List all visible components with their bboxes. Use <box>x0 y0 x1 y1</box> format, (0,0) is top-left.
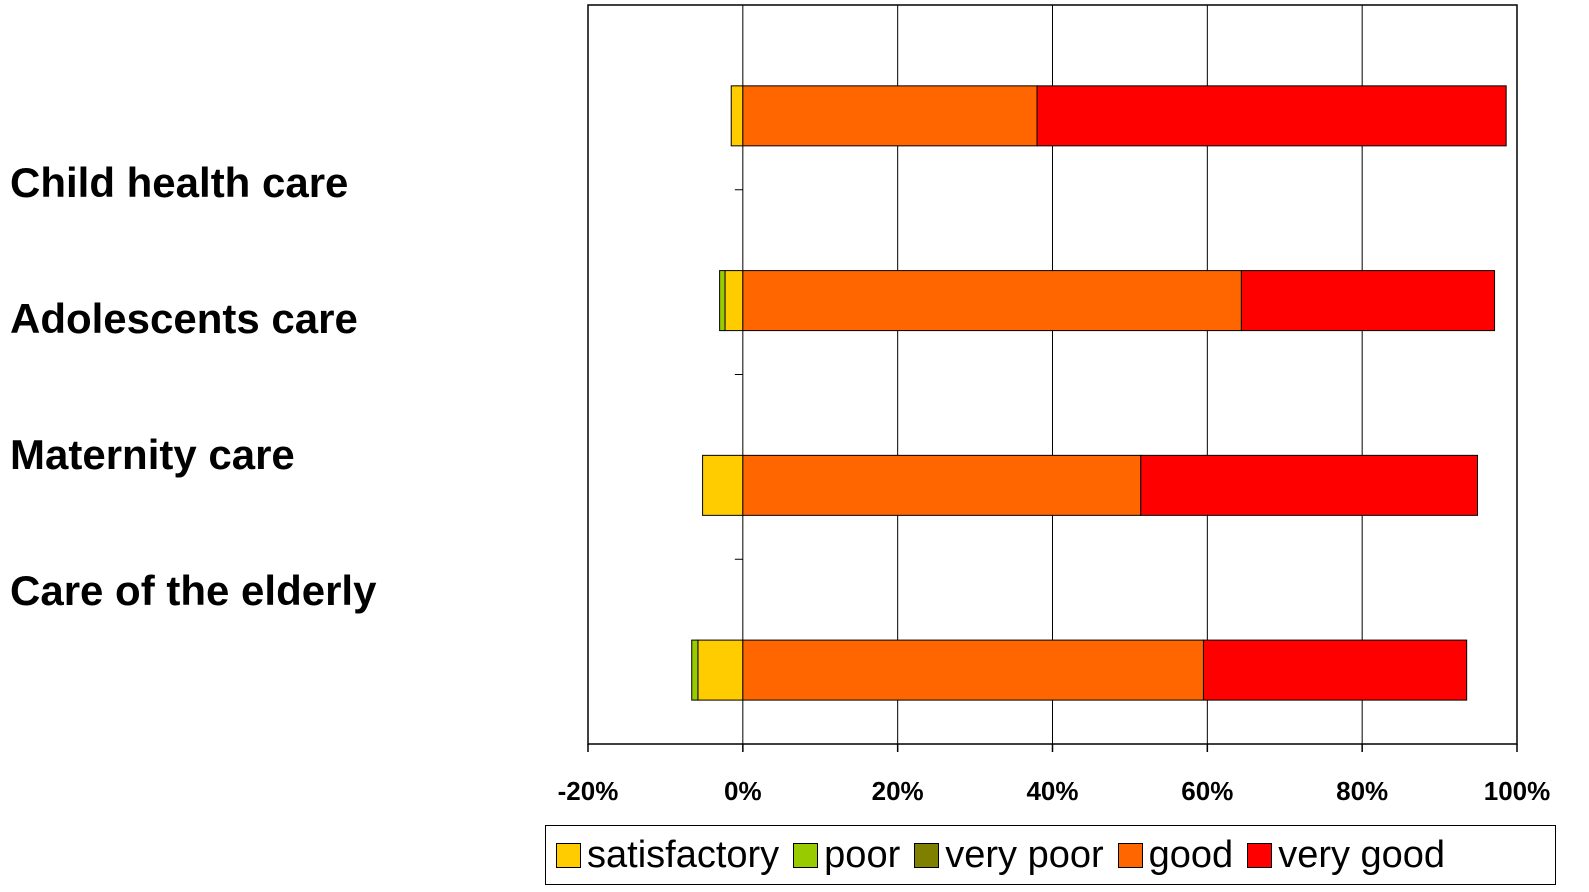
legend-swatch-poor <box>793 842 819 868</box>
bar-satisfactory-2 <box>702 454 744 516</box>
legend-item-satisfactory: satisfactory <box>556 836 779 874</box>
bar-very-good-3 <box>1202 639 1468 701</box>
bar-good-2 <box>742 454 1142 516</box>
legend: satisfactory poor very poor good very go… <box>545 825 1556 885</box>
legend-item-good: good <box>1117 834 1234 876</box>
legend-label-very-good: very good <box>1278 834 1446 876</box>
legend-label-good: good <box>1148 834 1234 876</box>
legend-item-very-poor: very poor <box>914 834 1104 876</box>
legend-label-very-poor: very poor <box>945 834 1104 876</box>
bar-poor-1 <box>719 270 726 332</box>
x-tick-label-3: 40% <box>1026 776 1078 806</box>
legend-swatch-satisfactory <box>556 842 581 868</box>
legend-swatch-very-good <box>1247 842 1273 868</box>
x-tick-label-0: -20% <box>558 776 619 806</box>
bar-good-0 <box>742 85 1038 147</box>
x-tick-label-1: 0% <box>724 776 762 806</box>
bar-poor-3 <box>691 639 699 701</box>
legend-item-poor: poor <box>793 836 900 874</box>
bar-satisfactory-1 <box>724 270 744 332</box>
bar-very-good-0 <box>1036 85 1507 147</box>
bar-very-good-1 <box>1240 270 1496 332</box>
category-label-adolescents-care: Adolescents care <box>10 295 358 342</box>
bar-good-3 <box>742 639 1204 701</box>
legend-swatch-good <box>1117 842 1143 868</box>
x-tick-label-6: 100% <box>1484 776 1551 806</box>
legend-label-poor: poor <box>824 834 901 876</box>
category-label-child-health-care: Child health care <box>10 159 349 206</box>
x-tick-label-2: 20% <box>872 776 924 806</box>
category-label-maternity-care: Maternity care <box>10 431 295 478</box>
legend-swatch-very-poor <box>914 842 940 868</box>
bar-good-1 <box>742 270 1242 332</box>
x-tick-label-4: 60% <box>1181 776 1233 806</box>
x-tick-label-5: 80% <box>1336 776 1388 806</box>
bar-satisfactory-3 <box>697 639 744 701</box>
category-label-care-of-the-elderly: Care of the elderly <box>10 567 377 614</box>
legend-item-very-good: very good <box>1247 836 1445 874</box>
bar-very-good-2 <box>1140 454 1479 516</box>
bar-satisfactory-0 <box>730 85 744 147</box>
legend-label-satisfactory: satisfactory <box>587 834 780 876</box>
